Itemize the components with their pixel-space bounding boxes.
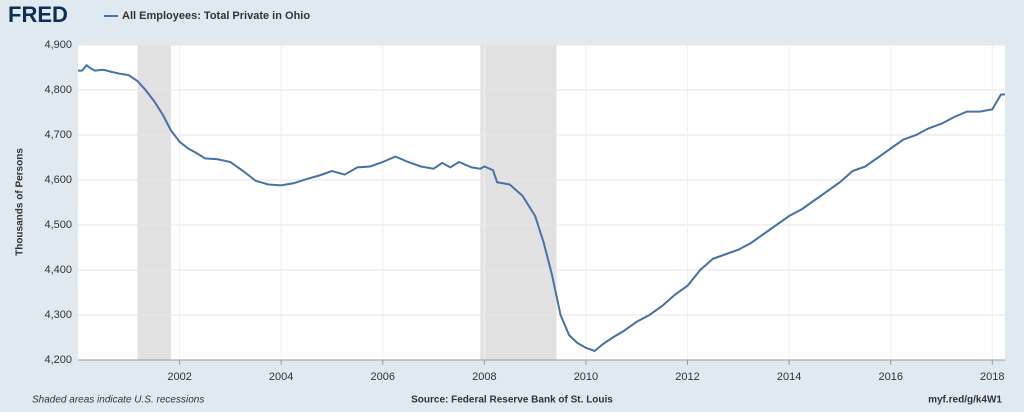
y-tick-label: 4,300 [44, 309, 72, 321]
logo: FRED [8, 2, 68, 27]
x-tick-label: 2012 [675, 371, 699, 383]
source: Source: Federal Reserve Bank of St. Loui… [411, 395, 613, 406]
x-tick-label: 2016 [878, 371, 902, 383]
series-line [78, 63, 1005, 353]
y-tick-label: 4,700 [44, 129, 72, 141]
y-tick-label: 4,600 [44, 174, 72, 186]
note: Shaded areas indicate U.S. recessions [32, 395, 204, 406]
x-tick-label: 2002 [167, 371, 191, 383]
x-tick-label: 2014 [777, 371, 801, 383]
y-tick-label: 4,900 [44, 39, 72, 51]
y-tick-label: 4,800 [44, 84, 72, 96]
y-tick-label: 4,500 [44, 219, 72, 231]
recession-band [137, 45, 171, 360]
x-tick-label: 2008 [472, 371, 496, 383]
x-tick-label: 2006 [371, 371, 395, 383]
x-tick-label: 2018 [980, 371, 1004, 383]
y-tick-label: 4,200 [44, 354, 72, 366]
x-tick-label: 2004 [269, 371, 293, 383]
y-tick-label: 4,400 [44, 264, 72, 276]
recession-band [480, 45, 557, 360]
x-tick-label: 2010 [574, 371, 598, 383]
y-axis-label: Thousands of Persons [15, 148, 26, 256]
legend-label: All Employees: Total Private in Ohio [122, 10, 310, 22]
link: myf.red/g/k4W1 [928, 395, 1002, 406]
